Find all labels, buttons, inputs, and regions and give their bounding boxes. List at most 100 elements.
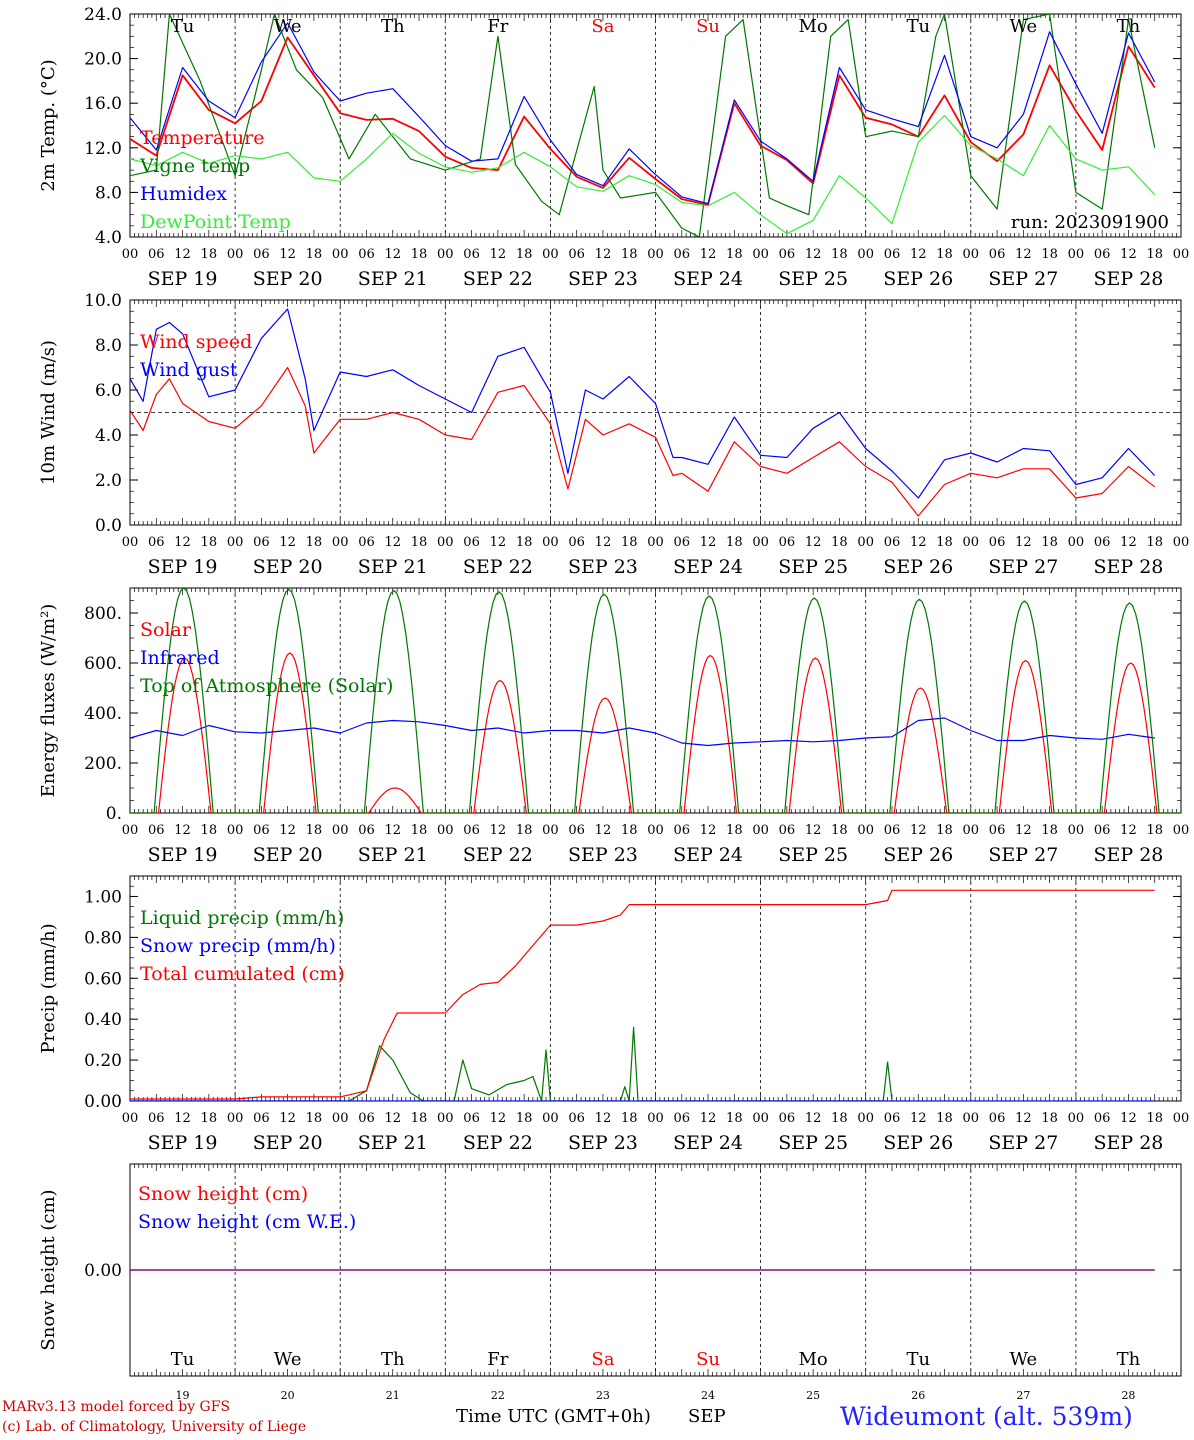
day-abbr: Mo (799, 1349, 828, 1370)
meteogram: 4.0 8.0 12.0 16.0 20.0 24.0 2m Temp. (°C) Tempe… (38, 5, 1189, 1400)
hour-label: 18 (726, 1111, 743, 1126)
date-label: SEP 27 (988, 1132, 1058, 1154)
date-label: SEP 21 (358, 844, 428, 866)
model-credit: MARv3.13 model forced by GFS (2, 1399, 231, 1415)
hour-label: 12 (700, 1111, 717, 1126)
y-axis-label: 10m Wind (m/s) (38, 340, 59, 485)
y-axis-label: Precip (mm/h) (38, 923, 59, 1053)
hour-label: 06 (253, 247, 270, 262)
hour-label: 18 (936, 535, 953, 550)
legend-entry: Snow precip (mm/h) (140, 935, 336, 957)
hour-label: 18 (936, 1111, 953, 1126)
hour-label: 12 (910, 247, 927, 262)
hour-label: 12 (384, 823, 401, 838)
series-line-3 (130, 889, 1155, 1100)
hour-label: 00 (647, 247, 664, 262)
hour-label: 06 (884, 247, 901, 262)
hour-label: 06 (1094, 247, 1111, 262)
date-label: SEP 28 (1094, 556, 1164, 578)
hour-label: 00 (332, 1111, 349, 1126)
date-label: SEP 28 (1094, 844, 1164, 866)
hour-label: 12 (279, 535, 296, 550)
date-label: SEP 24 (673, 556, 743, 578)
hour-label: 00 (227, 247, 244, 262)
day-number: 19 (176, 1389, 190, 1400)
hour-label: 18 (201, 1111, 218, 1126)
series-line-4 (130, 114, 1156, 235)
hour-label: 18 (201, 535, 218, 550)
date-label: SEP 26 (883, 268, 953, 290)
panel-1: 4.0 8.0 12.0 16.0 20.0 24.0 2m Temp. (°C) Tempe… (38, 5, 1189, 290)
hour-label: 12 (595, 1111, 612, 1126)
hour-label: 12 (595, 823, 612, 838)
series-line-1 (130, 652, 1181, 813)
hour-label: 18 (201, 247, 218, 262)
hour-label: 00 (122, 1111, 139, 1126)
hour-label: 00 (963, 823, 980, 838)
hour-label: 06 (253, 823, 270, 838)
date-label: SEP 25 (778, 268, 848, 290)
hour-label: 12 (910, 1111, 927, 1126)
panel-5: 0.00 Snow height (cm) Snow height (cm) Snow… (38, 1163, 1182, 1400)
date-label: SEP 19 (148, 268, 218, 290)
date-label: SEP 27 (988, 844, 1058, 866)
day-number: 27 (1016, 1389, 1030, 1400)
legend-entry: Vigne temp (139, 155, 250, 177)
date-label: SEP 22 (463, 268, 533, 290)
hour-label: 18 (516, 1111, 533, 1126)
date-label: SEP 20 (253, 1132, 323, 1154)
hour-label: 06 (463, 247, 480, 262)
date-label: SEP 21 (358, 556, 428, 578)
y-tick-label: 0.40 (84, 1010, 122, 1030)
legend-entry: Wind speed (140, 331, 252, 353)
hour-label: 06 (253, 1111, 270, 1126)
date-label: SEP 25 (778, 1132, 848, 1154)
day-number: 25 (806, 1389, 820, 1400)
hour-label: 18 (936, 823, 953, 838)
hour-label: 12 (1120, 247, 1137, 262)
hour-label: 12 (1015, 247, 1032, 262)
hour-label: 18 (1146, 247, 1163, 262)
hour-label: 18 (726, 823, 743, 838)
y-tick-label: 10.0 (84, 291, 122, 311)
hour-label: 06 (779, 535, 796, 550)
hour-label: 18 (726, 535, 743, 550)
hour-label: 00 (122, 823, 139, 838)
y-tick-label: 0.00 (84, 1092, 122, 1112)
hour-label: 06 (989, 247, 1006, 262)
hour-label: 06 (989, 535, 1006, 550)
date-label: SEP 24 (673, 268, 743, 290)
day-number: 21 (386, 1389, 400, 1400)
hour-label: 12 (279, 1111, 296, 1126)
hour-label: 00 (1068, 247, 1085, 262)
panel-2: 0.0 2.0 4.0 6.0 8.0 10.0 10m Wind (m/s) Wind sp… (38, 291, 1189, 578)
hour-label: 06 (1094, 1111, 1111, 1126)
hour-label: 00 (963, 535, 980, 550)
y-tick-label: 4.0 (95, 228, 122, 248)
day-number: 20 (281, 1389, 295, 1400)
y-tick-label: 2.0 (95, 471, 122, 491)
hour-label: 06 (989, 823, 1006, 838)
y-tick-label: 0.00 (84, 1261, 122, 1281)
hour-label: 06 (463, 1111, 480, 1126)
series-line-3 (130, 588, 1181, 813)
hour-label: 18 (411, 535, 428, 550)
hour-label: 12 (700, 247, 717, 262)
day-abbr: Fr (487, 16, 508, 37)
hour-label: 18 (621, 1111, 638, 1126)
y-tick-label: 800. (84, 604, 122, 624)
hour-label: 00 (542, 247, 559, 262)
day-abbr: Tu (906, 1349, 930, 1370)
hour-label: 18 (1146, 823, 1163, 838)
hour-label: 00 (963, 1111, 980, 1126)
day-abbr: Th (1117, 16, 1141, 37)
hour-label: 00 (647, 535, 664, 550)
hour-label: 06 (779, 1111, 796, 1126)
hour-label: 12 (1015, 823, 1032, 838)
hour-label: 00 (227, 535, 244, 550)
day-abbr: We (1010, 16, 1038, 37)
hour-label: 06 (568, 247, 585, 262)
hour-label: 00 (227, 823, 244, 838)
hour-label: 12 (805, 823, 822, 838)
hour-label: 00 (1173, 247, 1190, 262)
